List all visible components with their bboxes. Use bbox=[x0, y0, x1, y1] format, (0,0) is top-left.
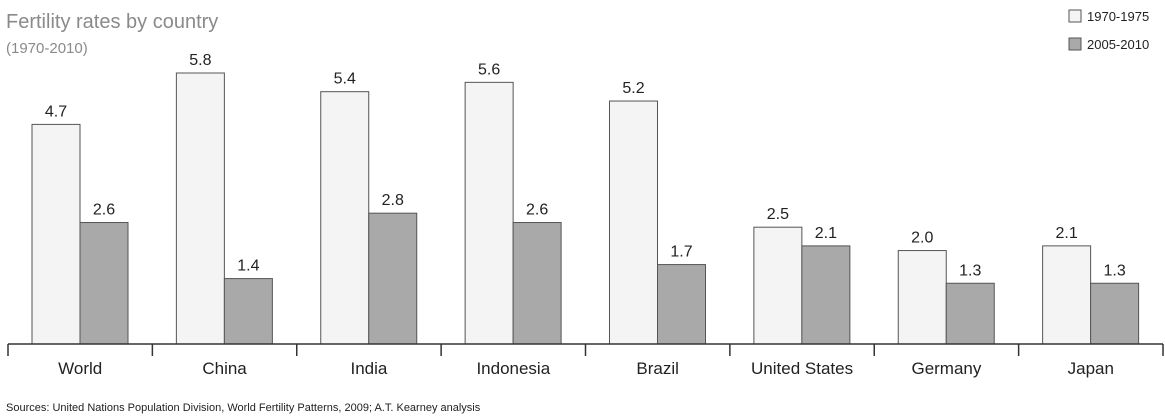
category-label-japan: Japan bbox=[1068, 359, 1114, 378]
bar-world-2005-2010 bbox=[79, 222, 129, 345]
bar-brazil-2005-2010 bbox=[657, 264, 706, 345]
category-label-india: India bbox=[351, 359, 388, 378]
value-label-japan-2005-2010: 1.3 bbox=[1104, 262, 1126, 279]
bars-group bbox=[31, 72, 1140, 345]
value-label-brazil-2005-2010: 1.7 bbox=[670, 244, 692, 261]
value-label-world-1970-1975: 4.7 bbox=[45, 103, 67, 120]
bar-japan-1970-1975 bbox=[1042, 245, 1092, 345]
value-label-indonesia-1970-1975: 5.6 bbox=[478, 61, 500, 78]
value-label-india-2005-2010: 2.8 bbox=[382, 192, 404, 209]
value-label-united-states-1970-1975: 2.5 bbox=[767, 206, 789, 223]
bar-japan-2005-2010 bbox=[1090, 282, 1140, 345]
value-label-world-2005-2010: 2.6 bbox=[93, 202, 115, 219]
bar-indonesia-2005-2010 bbox=[512, 222, 562, 345]
legend-label-2005-2010: 2005-2010 bbox=[1087, 37, 1149, 52]
bar-germany-2005-2010 bbox=[945, 282, 995, 345]
bar-india-2005-2010 bbox=[368, 212, 418, 345]
bar-india-1970-1975 bbox=[320, 91, 370, 345]
category-label-united-states: United States bbox=[751, 359, 853, 378]
legend-swatch-2005-2010 bbox=[1068, 37, 1082, 51]
bar-united-states-1970-1975 bbox=[753, 226, 803, 345]
value-label-germany-2005-2010: 1.3 bbox=[959, 262, 981, 279]
source-note: Sources: United Nations Population Divis… bbox=[6, 402, 481, 414]
bar-china-2005-2010 bbox=[223, 278, 273, 345]
bar-indonesia-1970-1975 bbox=[464, 81, 514, 345]
value-label-indonesia-2005-2010: 2.6 bbox=[526, 202, 548, 219]
value-label-japan-1970-1975: 2.1 bbox=[1056, 225, 1078, 242]
value-label-united-states-2005-2010: 2.1 bbox=[815, 225, 837, 242]
bar-germany-1970-1975 bbox=[897, 250, 947, 345]
value-labels-group: 4.7 2.6 5.8 1.4 5.4 2.8 5.6 2.6 5.2 1.7 2.5 2.1 2.0 1… bbox=[45, 52, 1126, 279]
bar-china-1970-1975 bbox=[175, 72, 225, 345]
category-label-china: China bbox=[202, 359, 247, 378]
category-label-brazil: Brazil bbox=[636, 359, 679, 378]
legend-label-1970-1975: 1970-1975 bbox=[1087, 9, 1149, 24]
x-axis-tick-labels: World China India Indonesia Brazil United Sta… bbox=[58, 359, 1114, 378]
bar-united-states-2005-2010 bbox=[801, 245, 851, 345]
category-label-germany: Germany bbox=[911, 359, 981, 378]
value-label-germany-1970-1975: 2.0 bbox=[911, 230, 933, 247]
value-label-china-2005-2010: 1.4 bbox=[237, 258, 259, 275]
chart-subtitle: (1970-2010) bbox=[6, 40, 88, 57]
category-label-indonesia: Indonesia bbox=[476, 359, 550, 378]
legend-swatch-1970-1975 bbox=[1068, 9, 1082, 23]
bar-world-1970-1975 bbox=[31, 123, 81, 345]
chart-title: Fertility rates by country bbox=[6, 11, 218, 33]
x-axis-ticks bbox=[7, 344, 1164, 356]
value-label-india-1970-1975: 5.4 bbox=[334, 71, 356, 88]
legend: 1970-1975 2005-2010 bbox=[1068, 9, 1149, 52]
category-label-world: World bbox=[58, 359, 102, 378]
bar-brazil-1970-1975 bbox=[609, 100, 658, 345]
value-label-china-1970-1975: 5.8 bbox=[189, 52, 211, 69]
value-label-brazil-1970-1975: 5.2 bbox=[622, 80, 644, 97]
